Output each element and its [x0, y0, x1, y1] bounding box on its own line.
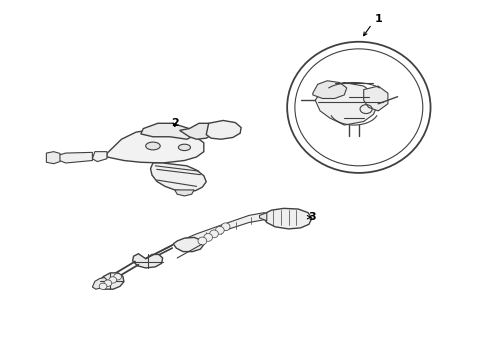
Ellipse shape [210, 230, 219, 238]
Text: 1: 1 [374, 14, 382, 24]
Ellipse shape [221, 223, 230, 231]
Polygon shape [97, 273, 124, 289]
Polygon shape [315, 82, 378, 125]
Polygon shape [175, 190, 194, 196]
Ellipse shape [109, 277, 117, 283]
Ellipse shape [99, 283, 107, 289]
Ellipse shape [146, 142, 160, 150]
Text: 2: 2 [171, 118, 179, 128]
Text: 3: 3 [308, 212, 316, 222]
Ellipse shape [104, 280, 112, 286]
Polygon shape [93, 152, 107, 162]
Polygon shape [150, 163, 206, 192]
Ellipse shape [216, 226, 224, 234]
Polygon shape [364, 86, 388, 111]
Polygon shape [173, 238, 204, 252]
Polygon shape [180, 123, 214, 139]
Polygon shape [58, 152, 93, 163]
Polygon shape [47, 152, 60, 164]
Polygon shape [264, 208, 312, 229]
Polygon shape [107, 129, 204, 163]
Polygon shape [260, 213, 267, 221]
Polygon shape [133, 254, 163, 268]
Ellipse shape [114, 274, 122, 280]
Ellipse shape [178, 144, 191, 150]
Polygon shape [141, 123, 194, 139]
Ellipse shape [295, 49, 423, 166]
Polygon shape [206, 121, 241, 139]
Ellipse shape [198, 237, 207, 245]
Polygon shape [93, 278, 107, 289]
Ellipse shape [204, 234, 213, 241]
Polygon shape [177, 213, 265, 248]
Polygon shape [313, 81, 347, 99]
